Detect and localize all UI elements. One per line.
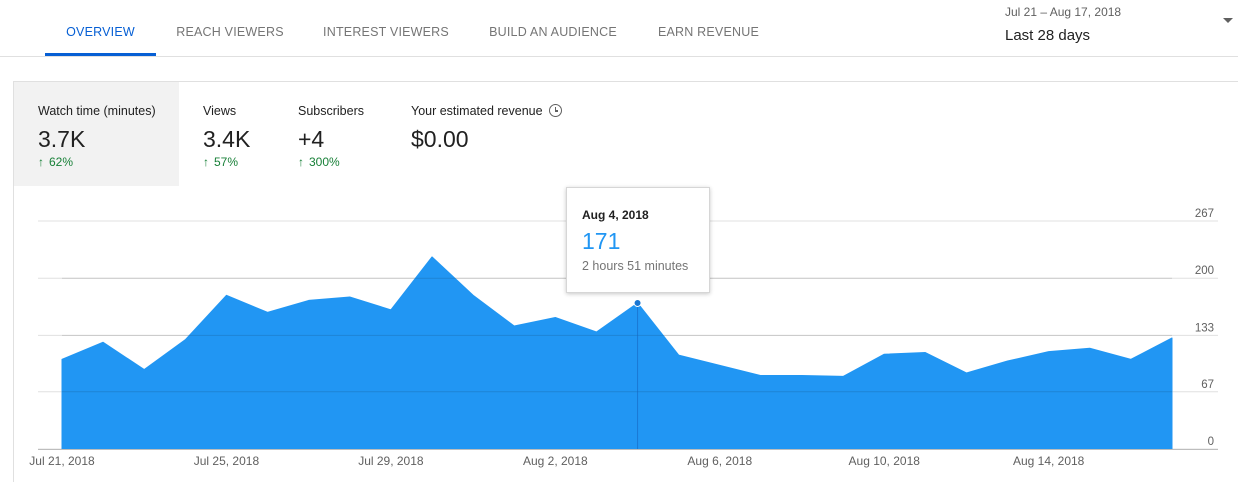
data-point[interactable] [388,307,394,313]
x-tick-label: Jul 29, 2018 [358,454,424,468]
data-point[interactable] [676,352,682,358]
data-point[interactable] [922,350,928,356]
data-point[interactable] [1128,356,1134,362]
y-tick-label: 67 [1201,379,1214,391]
tab-overview[interactable]: OVERVIEW [66,25,135,39]
caret-down-icon[interactable] [1223,18,1233,23]
metric-label: Your estimated revenue [411,104,543,118]
data-point[interactable] [59,356,65,362]
tab-reach-viewers[interactable]: REACH VIEWERS [176,25,284,39]
tooltip-date: Aug 4, 2018 [582,208,649,222]
data-point[interactable] [100,339,106,345]
metric-delta: ↑ 62% [38,155,73,169]
x-tick-label: Jul 21, 2018 [29,454,95,468]
x-tick-label: Aug 2, 2018 [523,454,588,468]
metric-value: 3.7K [38,126,86,152]
metric-views[interactable]: Views 3.4K ↑ 57% [179,82,279,186]
x-tick-label: Jul 25, 2018 [194,454,260,468]
top-tab-bar: OVERVIEW REACH VIEWERS INTEREST VIEWERS … [0,0,1238,57]
highlighted-point[interactable] [633,298,642,307]
x-tick-label: Aug 10, 2018 [849,454,921,468]
tab-earn-revenue[interactable]: EARN REVENUE [657,25,760,39]
active-tab-indicator [45,53,156,56]
metric-delta: ↑ 300% [298,155,340,169]
tooltip-subtext: 2 hours 51 minutes [582,259,689,273]
data-point[interactable] [1046,349,1052,355]
metric-delta-value: 62% [49,155,74,169]
chart-x-axis: Jul 21, 2018 Jul 25, 2018 Jul 29, 2018 Aug … [29,454,1084,468]
data-point[interactable] [306,297,312,303]
data-point[interactable] [141,367,147,373]
clock-icon[interactable] [549,104,562,117]
y-tick-label: 200 [1195,265,1214,277]
data-point[interactable] [223,292,229,298]
data-point[interactable] [799,373,805,379]
y-tick-label: 267 [1195,208,1214,220]
metric-label: Subscribers [298,104,364,118]
data-point[interactable] [1005,358,1011,364]
data-point[interactable] [429,254,435,260]
data-point[interactable] [1087,345,1093,351]
metric-label: Views [203,104,237,118]
arrow-up-icon: ↑ [203,155,209,169]
date-range-text: Jul 21 – Aug 17, 2018 [1005,5,1122,19]
metric-watch-time[interactable]: Watch time (minutes) 3.7K ↑ 62% [14,82,179,186]
metric-delta-value: 57% [214,155,239,169]
metric-value: +4 [298,126,325,152]
metric-subscribers[interactable]: Subscribers +4 ↑ 300% [279,82,389,186]
metric-value: $0.00 [411,126,469,152]
tooltip-value: 171 [582,228,621,254]
metric-label: Watch time (minutes) [38,104,156,118]
data-point[interactable] [840,373,846,379]
x-tick-label: Aug 6, 2018 [687,454,752,468]
metric-delta: ↑ 57% [203,155,238,169]
data-point[interactable] [511,323,517,329]
data-point[interactable] [182,337,188,343]
data-point[interactable] [593,329,599,335]
arrow-up-icon: ↑ [298,155,304,169]
date-period-text: Last 28 days [1005,27,1091,44]
y-tick-label: 0 [1208,436,1214,448]
data-point[interactable] [717,362,723,368]
tab-interest-viewers[interactable]: INTEREST VIEWERS [323,25,449,39]
data-point[interactable] [347,294,353,300]
data-point[interactable] [758,373,764,379]
chart-y-axis: 0 67 133 200 267 [1195,208,1214,448]
analytics-card [13,81,1238,482]
metric-estimated-revenue[interactable]: Your estimated revenue $0.00 [389,82,589,186]
metric-delta-value: 300% [309,155,340,169]
data-point[interactable] [881,351,887,357]
data-point[interactable] [470,292,476,298]
arrow-up-icon: ↑ [38,155,44,169]
chart-overlay [38,277,1218,450]
data-point[interactable] [265,309,271,315]
data-point[interactable] [963,370,969,376]
tab-build-an-audience[interactable]: BUILD AN AUDIENCE [489,25,617,39]
chart-tooltip: Aug 4, 2018 171 2 hours 51 minutes [566,187,710,293]
metric-value: 3.4K [203,126,251,152]
y-tick-label: 133 [1195,322,1214,334]
data-point[interactable] [552,314,558,320]
date-range-selector[interactable]: Jul 21 – Aug 17, 2018 Last 28 days [1005,5,1235,51]
x-tick-label: Aug 14, 2018 [1013,454,1085,468]
